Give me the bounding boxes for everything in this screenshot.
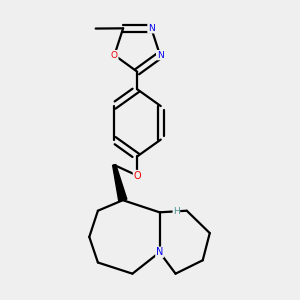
Text: O: O (111, 51, 118, 60)
Text: N: N (156, 247, 163, 257)
Text: O: O (134, 171, 141, 181)
Text: N: N (157, 51, 164, 60)
Text: H: H (173, 207, 180, 216)
Text: N: N (148, 24, 155, 33)
Polygon shape (113, 165, 127, 201)
